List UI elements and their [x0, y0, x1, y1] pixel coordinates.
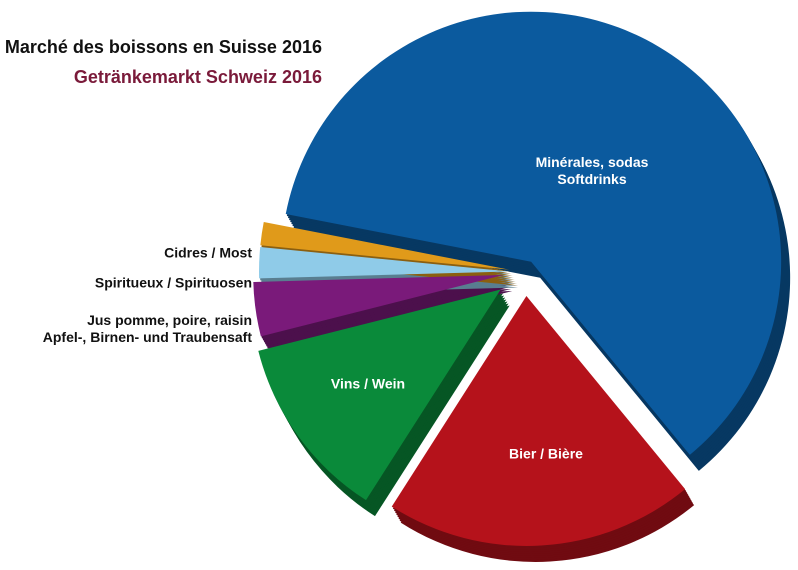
- slice-label: Vins / Wein: [331, 376, 405, 392]
- chart-subtitle: Getränkemarkt Schweiz 2016: [74, 67, 322, 87]
- pie-slice: [391, 295, 686, 546]
- pie-slice: [253, 275, 504, 337]
- slice-label: Spiritueux / Spirituosen: [95, 275, 252, 291]
- slice-label: Cidres / Most: [164, 245, 252, 261]
- chart-title: Marché des boissons en Suisse 2016: [5, 37, 322, 57]
- slice-label: Minérales, sodas: [536, 154, 649, 170]
- pie-slice: [285, 11, 782, 455]
- slice-label: Softdrinks: [557, 171, 626, 187]
- pie-slice: [259, 247, 510, 279]
- pie-slice: [258, 289, 501, 501]
- slice-label: Bier / Bière: [509, 446, 583, 462]
- slice-label: Jus pomme, poire, raisin: [87, 312, 252, 328]
- pie-slice: [260, 221, 510, 270]
- slice-label: Apfel-, Birnen- und Traubensaft: [43, 329, 253, 345]
